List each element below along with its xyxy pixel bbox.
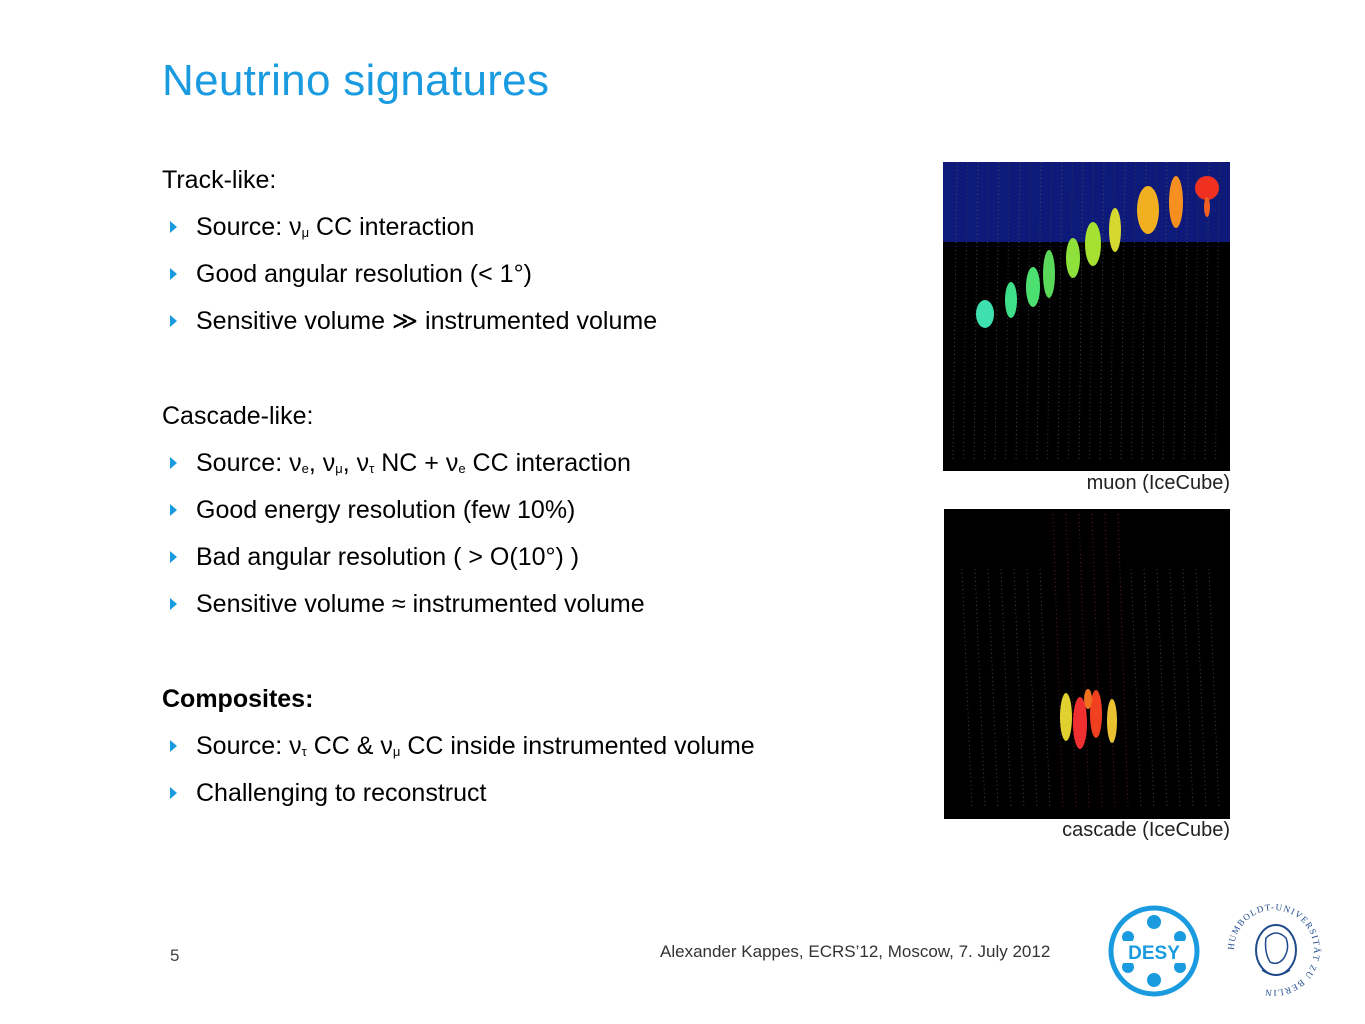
cascade-caption: cascade (IceCube): [1062, 819, 1230, 841]
cascade-bullet-energy: Good energy resolution (few 10%): [162, 490, 922, 537]
hit-marker: [1195, 176, 1219, 200]
track-bullet-volume: Sensitive volume ≫ instrumented volume: [162, 301, 922, 348]
hit-marker: [1026, 267, 1040, 307]
hit-marker: [1109, 208, 1121, 252]
bullet-triangle-icon: [170, 787, 177, 799]
detector-string: [1169, 568, 1181, 810]
bullet-triangle-icon: [170, 551, 177, 563]
hit-marker: [1090, 690, 1102, 738]
hit-marker: [1060, 693, 1072, 741]
hit-marker: [1107, 699, 1117, 743]
detector-string: [1065, 513, 1077, 810]
detector-string: [1091, 513, 1103, 810]
cascade-heading: Cascade-like:: [162, 402, 314, 430]
humboldt-seal: HUMBOLDT-UNIVERSITÄT ZU BERLIN: [1226, 902, 1322, 998]
muon-event-image: [943, 162, 1230, 471]
bullet-triangle-icon: [170, 315, 177, 327]
detector-string: [1195, 568, 1207, 810]
hit-marker: [1204, 197, 1210, 217]
detector-string: [974, 568, 986, 810]
detector-string: [1026, 568, 1038, 810]
detector-string: [1013, 568, 1025, 810]
cascade-event-svg: [961, 513, 1220, 810]
hit-marker: [1073, 697, 1087, 749]
detector-string: [1039, 568, 1051, 810]
composites-bullet-source: Source: ντ CC & νμ CC inside instrumente…: [162, 726, 922, 773]
bullet-triangle-icon: [170, 268, 177, 280]
hit-marker: [1066, 238, 1080, 278]
slide-title: Neutrino signatures: [162, 56, 550, 105]
track-bullet-source: Source: νμ CC interaction: [162, 207, 922, 254]
detector-string: [961, 568, 973, 810]
hit-marker: [1005, 282, 1017, 318]
detector-string: [1000, 568, 1012, 810]
footer-text: Alexander Kappes, ECRS’12, Moscow, 7. Ju…: [660, 942, 1051, 961]
bullet-triangle-icon: [170, 457, 177, 469]
svg-text:HUMBOLDT-UNIVERSITÄT ZU BERLIN: HUMBOLDT-UNIVERSITÄT ZU BERLIN: [1226, 902, 1322, 998]
detector-string: [1052, 513, 1064, 810]
desy-logo: DESY: [1108, 905, 1200, 997]
detector-string: [1156, 568, 1168, 810]
hit-marker: [1043, 250, 1055, 298]
composites-heading: Composites:: [162, 685, 314, 713]
detector-string: [987, 568, 999, 810]
detector-string: [1182, 568, 1194, 810]
slide-content: Track-like: Source: νμ CC interaction Go…: [162, 160, 922, 820]
composites-bullet-challenge: Challenging to reconstruct: [162, 773, 922, 820]
cascade-bullet-volume: Sensitive volume ≈ instrumented volume: [162, 584, 922, 631]
hit-marker: [976, 300, 994, 328]
hit-marker: [1137, 186, 1159, 234]
page-number: 5: [170, 946, 180, 965]
hit-marker: [1169, 176, 1183, 228]
detector-string: [1130, 568, 1142, 810]
muon-event-svg: [943, 162, 1230, 463]
detector-string: [1143, 568, 1155, 810]
detector-string: [1104, 513, 1116, 810]
detector-string: [1117, 513, 1129, 810]
hit-marker: [1085, 222, 1101, 266]
track-heading: Track-like:: [162, 166, 277, 194]
bullet-triangle-icon: [170, 504, 177, 516]
bullet-triangle-icon: [170, 740, 177, 752]
bullet-triangle-icon: [170, 221, 177, 233]
detector-string: [1208, 568, 1220, 810]
svg-text:DESY: DESY: [1128, 943, 1180, 964]
cascade-bullet-angular: Bad angular resolution ( > O(10°) ): [162, 537, 922, 584]
cascade-event-image: [944, 509, 1230, 819]
bullet-triangle-icon: [170, 598, 177, 610]
detector-string: [1078, 513, 1090, 810]
muon-caption: muon (IceCube): [1086, 472, 1230, 494]
cascade-bullet-source: Source: νe, νμ, ντ NC + νe CC interactio…: [162, 443, 922, 490]
track-bullet-angular: Good angular resolution (< 1°): [162, 254, 922, 301]
hit-marker: [1084, 689, 1092, 709]
